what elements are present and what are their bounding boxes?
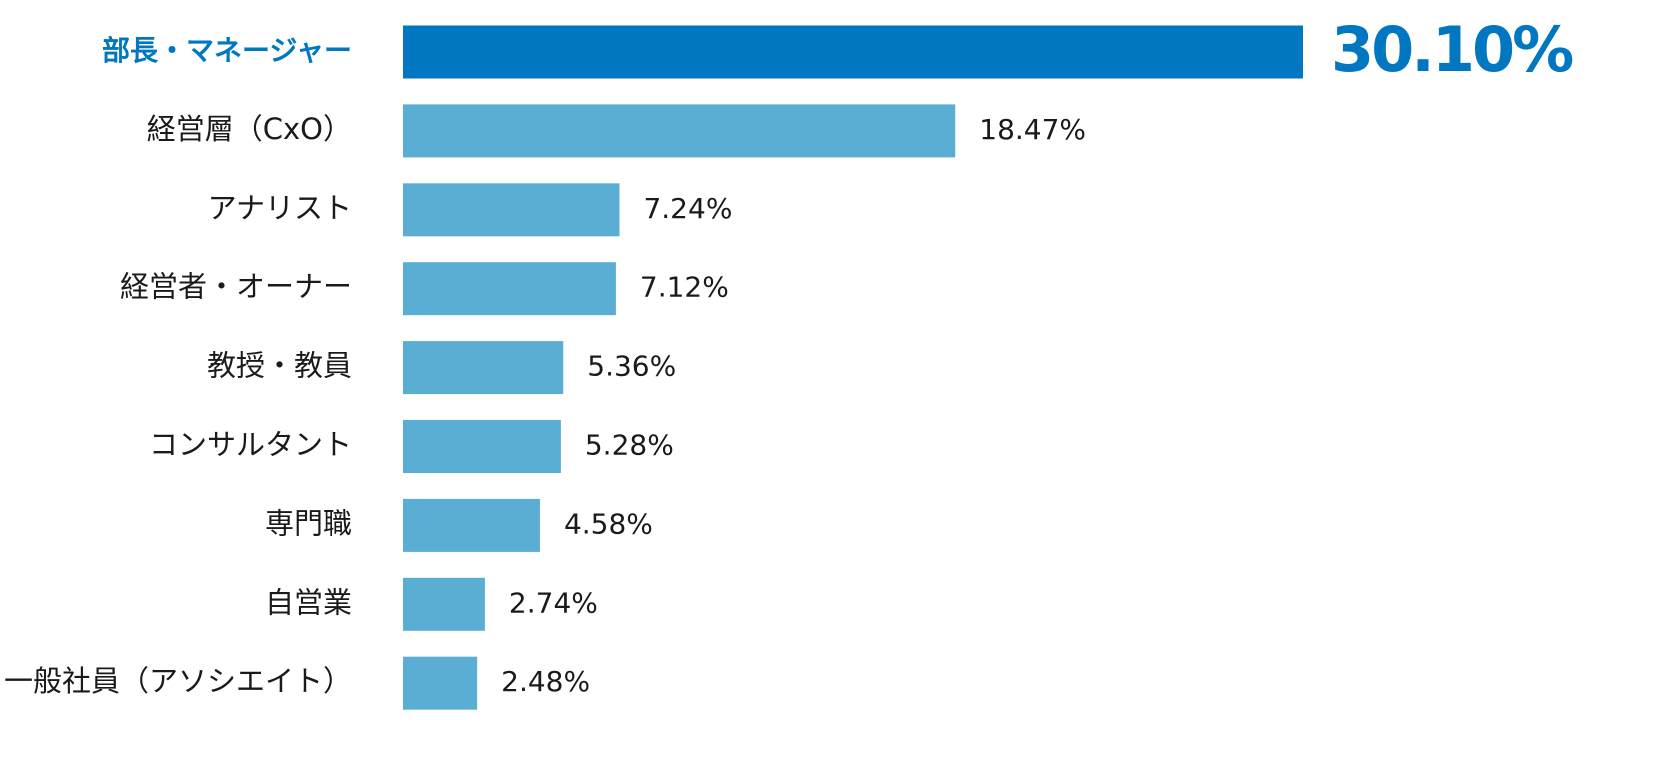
- value-label: 2.74%: [509, 586, 598, 619]
- category-label: 経営層（CxO）: [147, 112, 352, 146]
- bar: [403, 498, 540, 552]
- bar: [403, 104, 956, 158]
- bar: [403, 262, 616, 316]
- value-label: 5.28%: [585, 429, 674, 462]
- value-label: 2.48%: [501, 665, 590, 698]
- category-label: アナリスト: [208, 191, 352, 225]
- category-label: 専門職: [265, 506, 352, 540]
- category-label: 部長・マネージャー: [102, 34, 352, 67]
- category-label: 自営業: [265, 585, 352, 619]
- bar: [403, 577, 485, 631]
- bar: [403, 656, 478, 710]
- bar: [403, 183, 620, 237]
- value-label: 18.47%: [979, 113, 1086, 146]
- bar: [403, 420, 561, 473]
- value-label: 5.36%: [587, 350, 676, 383]
- category-label: 経営者・オーナー: [120, 270, 352, 304]
- category-label: 一般社員（アソシエイト）: [4, 664, 352, 698]
- value-label: 4.58%: [564, 507, 653, 540]
- category-label: 教授・教員: [207, 349, 352, 383]
- bar: [403, 341, 564, 395]
- category-label: コンサルタント: [149, 428, 352, 462]
- value-label: 30.10%: [1331, 13, 1573, 86]
- value-label: 7.12%: [640, 271, 729, 304]
- value-label: 7.24%: [643, 192, 732, 225]
- bar: [403, 25, 1303, 79]
